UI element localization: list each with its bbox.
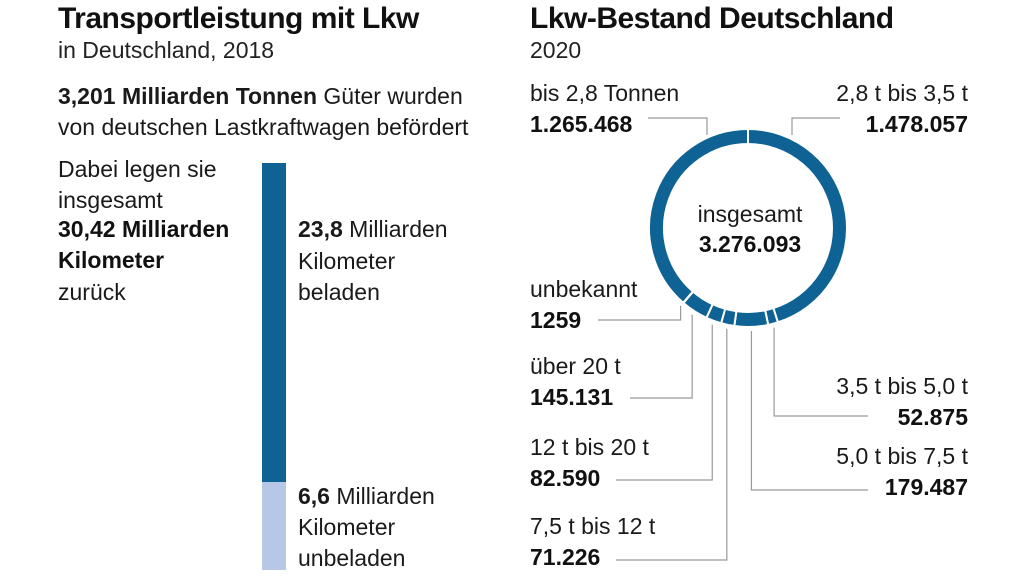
- left-title: Transportleistung mit Lkw: [58, 2, 419, 35]
- bar-segment-empty: [262, 482, 286, 570]
- empty-unit: Milliarden: [329, 483, 435, 509]
- slice-value-5-0-7-5: 179.487: [884, 474, 968, 500]
- leader-line-2-8-3-5: [791, 117, 840, 135]
- donut-slice-bis-2-8: [648, 127, 749, 305]
- km-total-2: Kilometer: [58, 247, 165, 273]
- tonnes-line-1: 3,201 Milliarden Tonnen Güter wurden: [58, 80, 463, 112]
- slice-value-unbekannt: 1259: [530, 307, 582, 333]
- km-intro-1: Dabei legen sie: [58, 156, 217, 182]
- leader-line-5-0-7-5: [750, 330, 868, 491]
- loaded-label-2: Kilometer: [298, 248, 396, 274]
- empty-label-1: 6,6 Milliarden: [298, 480, 435, 512]
- donut-center-label: insgesamt: [697, 201, 803, 227]
- slice-value-3-5-5-0: 52.875: [897, 404, 968, 430]
- tonnes-line-2: von deutschen Lastkraftwagen befördert: [58, 114, 469, 140]
- right-subtitle: 2020: [530, 37, 582, 63]
- slice-label-2-8-3-5: 2,8 t bis 3,5 t: [836, 80, 968, 106]
- slice-value-bis-2-8: 1.265.468: [530, 111, 633, 137]
- slice-value-2-8-3-5: 1.478.057: [865, 111, 968, 137]
- slice-label-bis-2-8: bis 2,8 Tonnen: [530, 80, 680, 106]
- tonnes-rest: Güter wurden: [317, 83, 463, 109]
- loaded-label-3: beladen: [298, 279, 380, 305]
- slice-label-unbekannt: unbekannt: [530, 276, 638, 302]
- tonnes-bold: 3,201 Milliarden Tonnen: [58, 83, 318, 109]
- leader-line-bis-2-8: [648, 117, 708, 135]
- empty-label-3: unbeladen: [298, 545, 406, 571]
- leader-line-12-20: [616, 324, 713, 481]
- donut-slice-5-0-7-5: [733, 309, 770, 328]
- loaded-label-1: 23,8 Milliarden: [298, 213, 448, 245]
- loaded-unit: Milliarden: [342, 216, 448, 242]
- leader-line-3-5-5-0: [773, 327, 868, 417]
- slice-value-12-20: 82.590: [530, 465, 601, 491]
- empty-label-2: Kilometer: [298, 514, 396, 540]
- empty-value: 6,6: [298, 483, 330, 509]
- bar-segment-loaded: [262, 163, 286, 482]
- km-total-1: 30,42 Milliarden: [58, 216, 230, 242]
- km-back: zurück: [58, 279, 126, 305]
- right-title: Lkw-Bestand Deutschland: [530, 2, 894, 35]
- slice-label-12-20: 12 t bis 20 t: [530, 434, 649, 460]
- leader-line-ueber-20: [630, 314, 693, 399]
- leader-line-unbekannt: [598, 305, 682, 321]
- slice-value-7-5-12: 71.226: [530, 544, 601, 570]
- slice-label-5-0-7-5: 5,0 t bis 7,5 t: [836, 443, 968, 469]
- km-intro-2: insgesamt: [58, 187, 163, 213]
- slice-label-ueber-20: über 20 t: [530, 353, 621, 379]
- leader-line-7-5-12: [616, 328, 728, 561]
- donut-center-value: 3.276.093: [698, 231, 802, 257]
- slice-label-7-5-12: 7,5 t bis 12 t: [530, 513, 656, 539]
- slice-value-ueber-20: 145.131: [530, 384, 614, 410]
- loaded-value: 23,8: [298, 216, 343, 242]
- left-subtitle: in Deutschland, 2018: [58, 37, 275, 63]
- slice-label-3-5-5-0: 3,5 t bis 5,0 t: [836, 373, 968, 399]
